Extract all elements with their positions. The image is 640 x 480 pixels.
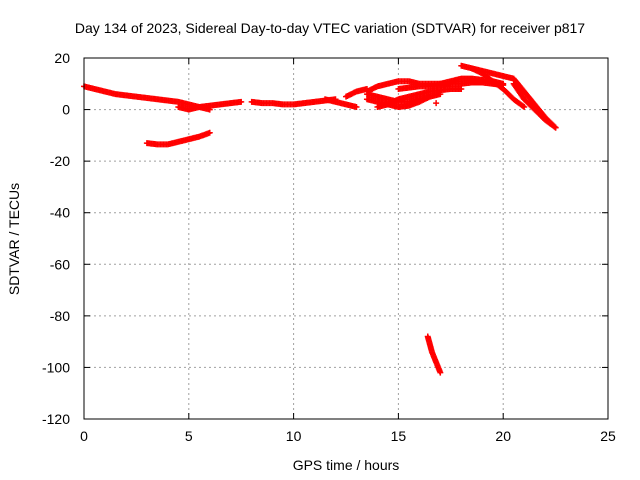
data-point bbox=[519, 103, 526, 110]
x-tick-label: 15 bbox=[391, 428, 407, 444]
x-tick-label: 20 bbox=[495, 428, 511, 444]
x-tick-label: 5 bbox=[185, 428, 193, 444]
y-tick-label: -40 bbox=[50, 205, 70, 221]
y-tick-label: -100 bbox=[42, 359, 70, 375]
y-tick-label: -20 bbox=[50, 153, 70, 169]
x-tick-label: 10 bbox=[286, 428, 302, 444]
series-arc6 bbox=[343, 85, 370, 100]
data-point bbox=[426, 93, 433, 100]
data-point bbox=[437, 369, 444, 376]
y-tick-label: -60 bbox=[50, 256, 70, 272]
data-point bbox=[500, 80, 507, 87]
series-arc5 bbox=[322, 96, 360, 110]
y-tick-label: 0 bbox=[62, 102, 70, 118]
grid-layer bbox=[84, 58, 608, 419]
data-point bbox=[521, 103, 528, 110]
x-tick-label: 25 bbox=[600, 428, 616, 444]
y-tick-label: 20 bbox=[54, 50, 70, 66]
series-arc2 bbox=[175, 98, 245, 113]
data-point bbox=[551, 123, 558, 130]
data-point bbox=[433, 100, 440, 107]
series-isolated bbox=[433, 100, 440, 107]
data-point bbox=[552, 124, 559, 131]
plot-frame bbox=[83, 57, 609, 420]
data-layer bbox=[81, 62, 559, 376]
chart-title: Day 134 of 2023, Sidereal Day-to-day VTE… bbox=[75, 20, 585, 36]
series-arc10 bbox=[374, 85, 465, 110]
tick-layer: 0 5 10 15 20 25 -120 -100 -80 -60 -40 -20 0 20 bbox=[42, 50, 616, 444]
series-arc16 bbox=[424, 333, 444, 376]
data-point bbox=[458, 85, 465, 92]
series-arc3 bbox=[143, 129, 213, 148]
y-tick-label: -120 bbox=[42, 411, 70, 427]
data-point bbox=[353, 103, 360, 110]
series-arc15 bbox=[510, 80, 559, 131]
x-axis-label: GPS time / hours bbox=[293, 457, 400, 473]
y-axis-label: SDTVAR / TECUs bbox=[6, 183, 22, 295]
y-tick-label: -80 bbox=[50, 308, 70, 324]
data-point bbox=[238, 98, 245, 105]
x-tick-label: 0 bbox=[80, 428, 88, 444]
data-point bbox=[206, 129, 213, 136]
